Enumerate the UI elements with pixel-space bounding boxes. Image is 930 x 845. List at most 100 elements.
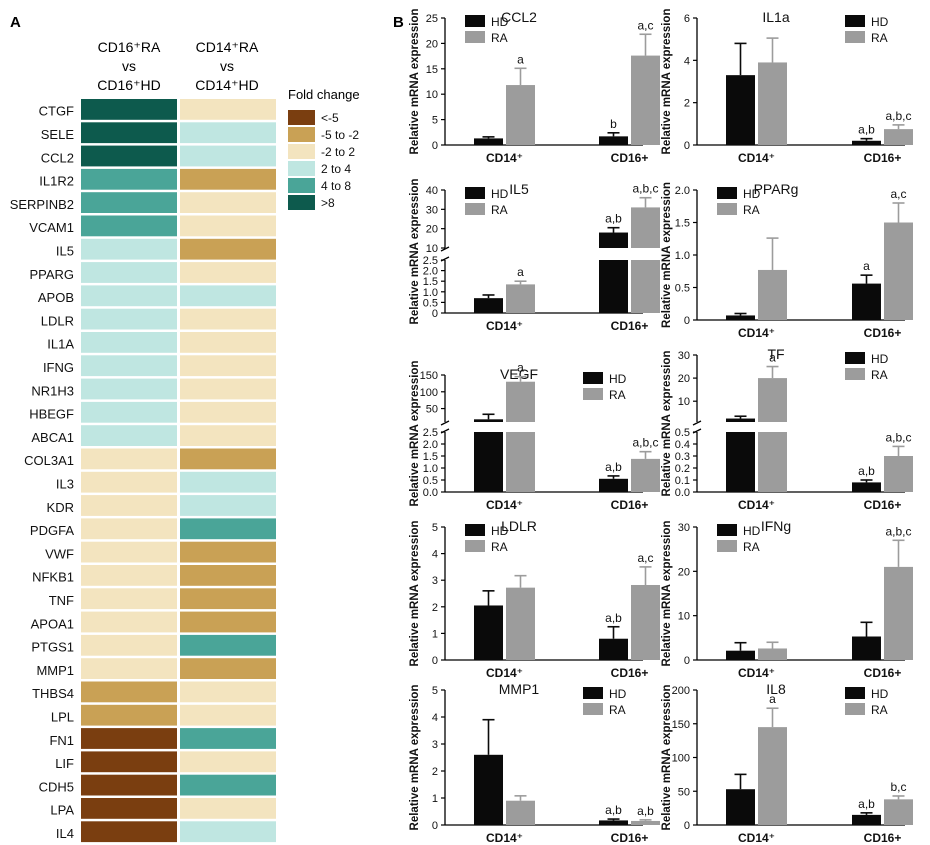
heatmap-cell — [81, 704, 177, 726]
bar-chart-il5: 00.51.01.52.02.510 20 30 40 Relative mRNA ex… — [409, 179, 660, 333]
chart-title: LDLR — [501, 518, 537, 534]
chart-title: IL8 — [766, 681, 786, 697]
significance-label: a,b — [637, 804, 654, 818]
y-tick-label: 2.0 — [423, 439, 438, 451]
legend-label-hd: HD — [871, 15, 889, 29]
bar-hd-upper — [726, 418, 755, 422]
y-axis-label: Relative mRNA expression — [661, 9, 673, 155]
legend-swatch-hd — [583, 687, 603, 699]
legend-swatch-hd — [845, 687, 865, 699]
x-tick-label: CD14⁺ — [486, 831, 523, 845]
bar-ra-lower — [506, 432, 535, 492]
bar-ra-upper — [631, 207, 660, 248]
significance-label: a — [517, 361, 524, 375]
bar-ra-upper — [758, 378, 787, 422]
heatmap-cell — [180, 541, 276, 563]
bar-ra — [884, 799, 913, 825]
y-tick-label: 0.0 — [675, 487, 690, 499]
legend-title: Fold change — [288, 87, 360, 102]
heatmap-cell — [81, 378, 177, 400]
heatmap-row-label: IL3 — [56, 476, 74, 491]
bar-ra — [506, 587, 535, 660]
x-tick-label: CD16+ — [611, 151, 649, 165]
heatmap-row-label: CDH5 — [39, 779, 74, 794]
significance-label: a — [517, 265, 524, 279]
legend-swatch-hd — [845, 15, 865, 27]
y-tick-label: 30 — [678, 350, 690, 362]
heatmap-cell — [81, 821, 177, 843]
legend-label-ra: RA — [871, 703, 888, 717]
y-tick-label: 2.5 — [423, 255, 438, 267]
legend-swatch-hd — [465, 524, 485, 536]
bar-hd-upper — [599, 232, 628, 248]
x-tick-label: CD16+ — [864, 326, 902, 340]
heatmap-row-label: PTGS1 — [31, 640, 74, 655]
legend-swatch-ra — [845, 703, 865, 715]
bar-hd — [599, 136, 628, 145]
x-tick-label: CD14⁺ — [486, 151, 523, 165]
significance-label: a,b,c — [632, 436, 658, 450]
heatmap-cell — [180, 238, 276, 260]
significance-label: a,b — [858, 797, 875, 811]
y-tick-label: 0 — [432, 140, 438, 152]
axis-break-mark — [692, 420, 702, 426]
bar-ra — [758, 62, 787, 146]
bar-ra — [506, 800, 535, 825]
y-tick-label: 4 — [432, 549, 438, 561]
bar-chart-ccl2: 0 5 10 15 20 25 Relative mRNA expression CCL2HD… — [409, 9, 660, 165]
legend-swatch-ra — [583, 388, 603, 400]
heatmap-cell — [81, 425, 177, 446]
heatmap-cell — [180, 99, 276, 120]
x-tick-label: CD14⁺ — [738, 151, 775, 165]
legend-swatch — [288, 144, 315, 159]
heatmap-row-label: IL5 — [56, 243, 74, 258]
bar-hd — [599, 638, 628, 660]
legend-swatch-hd — [717, 187, 737, 199]
bar-hd — [852, 283, 881, 320]
y-axis-label: Relative mRNA expression — [661, 685, 673, 831]
y-tick-label: 3 — [432, 575, 438, 587]
heatmap-col1-header-line2: vs — [122, 58, 136, 74]
heatmap-cell — [81, 634, 177, 656]
y-tick-label: 0.2 — [675, 463, 690, 475]
heatmap-row-label: SELE — [41, 127, 75, 142]
y-tick-label: 2 — [684, 98, 690, 110]
legend-label-ra: RA — [491, 540, 508, 554]
bar-hd-upper — [474, 419, 503, 422]
heatmap-row-label: KDR — [47, 500, 74, 515]
y-axis-label: Relative mRNA expression — [409, 685, 421, 831]
y-tick-label: 20 — [426, 38, 438, 50]
significance-label: a,b — [605, 803, 622, 817]
y-axis-label: Relative mRNA expression — [409, 521, 421, 667]
heatmap-cell — [180, 681, 276, 703]
legend-swatch-hd — [717, 524, 737, 536]
heatmap-cell — [180, 704, 276, 726]
heatmap-cell — [180, 471, 276, 493]
x-tick-label: CD16+ — [611, 831, 649, 845]
heatmap-cell — [81, 448, 177, 470]
chart-title: TF — [767, 346, 784, 362]
heatmap-row-label: FN1 — [49, 733, 74, 748]
x-tick-label: CD16+ — [864, 151, 902, 165]
fold-change-legend: <-5 -5 to -2 -2 to 2 2 to 4 4 to 8 >8 — [288, 110, 359, 210]
bar-hd — [726, 315, 755, 320]
significance-label: a,b,c — [885, 430, 911, 444]
y-axis-label: Relative mRNA expression — [661, 182, 673, 328]
y-tick-label: 5 — [432, 115, 438, 127]
heatmap-col2-header-line3: CD14⁺HD — [195, 77, 258, 93]
significance-label: a,b — [605, 611, 622, 625]
bar-ra — [884, 456, 913, 492]
legend-swatch — [288, 161, 315, 176]
y-tick-label: 10 — [426, 89, 438, 101]
chart-title: IL1a — [762, 9, 789, 25]
y-tick-label: 2 — [432, 766, 438, 778]
heatmap-cell — [81, 751, 177, 773]
bar-hd — [726, 650, 755, 660]
significance-label: a,c — [637, 18, 653, 32]
significance-label: a,b — [605, 212, 622, 226]
bar-hd — [852, 636, 881, 660]
